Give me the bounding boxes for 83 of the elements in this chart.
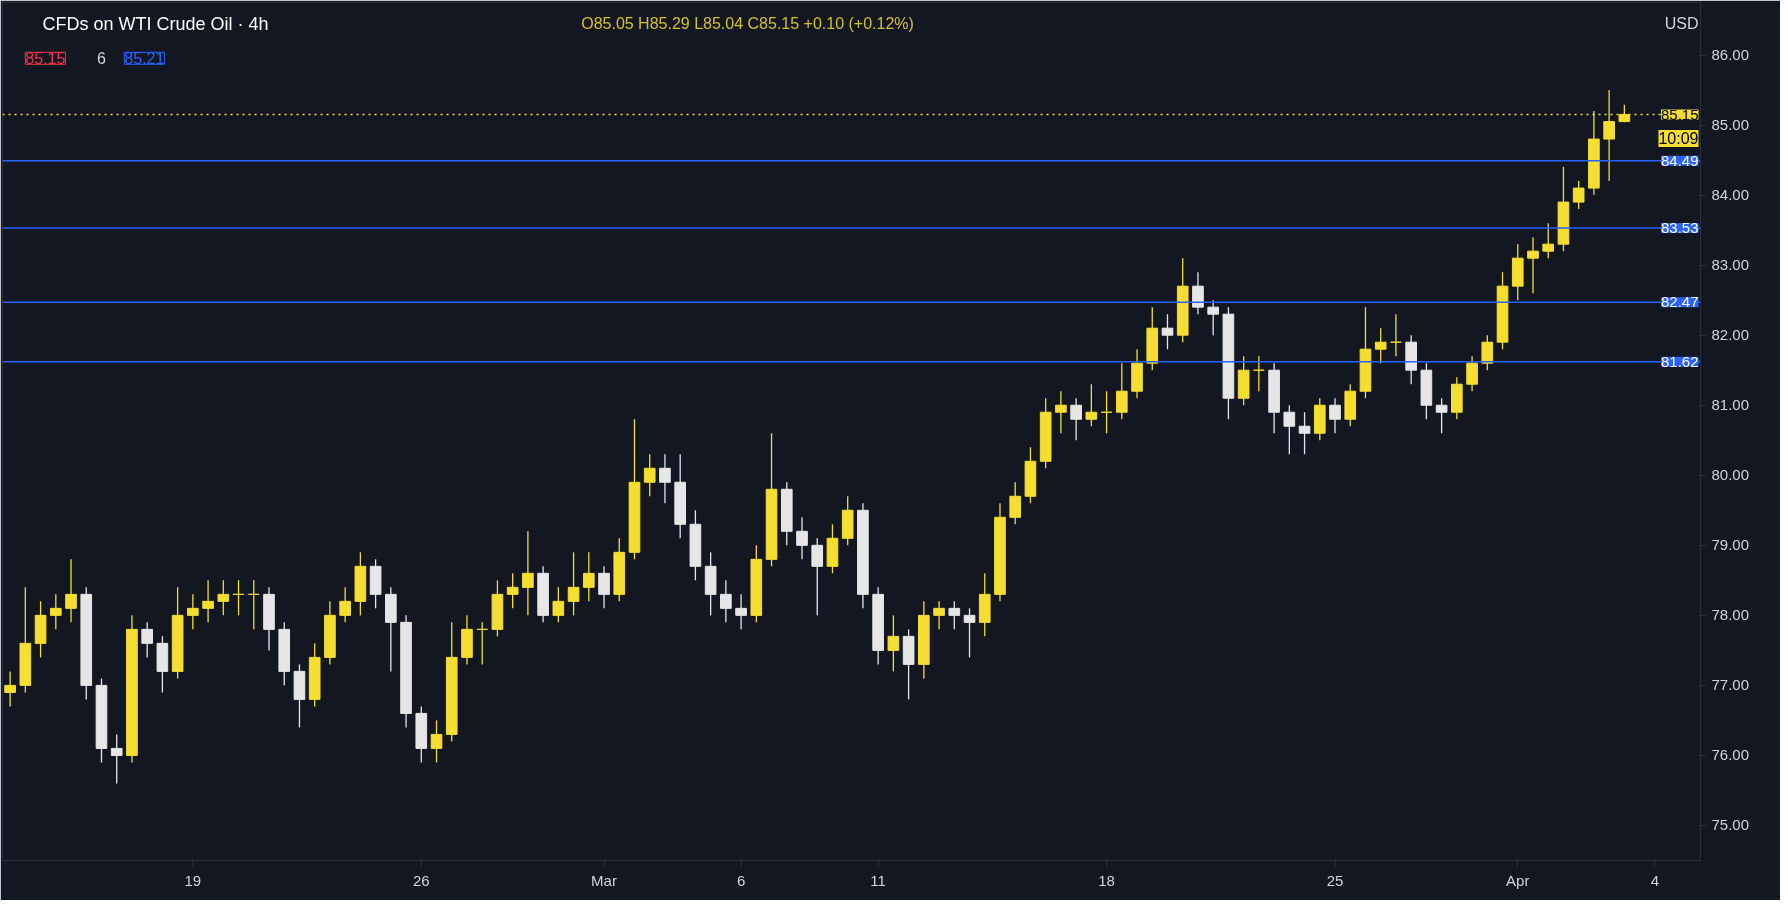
candlestick [1542,222,1555,259]
candlestick [522,530,534,617]
candlestick [963,607,976,659]
x-tick-label: 18 [1098,871,1115,889]
candlestick [1207,299,1220,336]
x-tick-label: Apr [1506,871,1530,889]
candlestick [217,579,230,617]
candlestick [49,593,62,631]
candlestick [339,586,351,624]
candlestick [720,579,732,624]
ref-line-label: 84.49 [1660,151,1699,169]
ref-line-label: 82.47 [1660,293,1699,311]
annotation: 10:09 [1658,130,1699,148]
x-tick-label: Mar [591,871,617,889]
candlestick [735,593,747,631]
candlestick [811,537,824,617]
candlestick [1298,411,1311,455]
candlestick [476,621,489,666]
y-tick-label: 84.00 [1711,186,1750,204]
y-tick-label: 81.00 [1711,396,1750,414]
candlestick [582,551,595,602]
x-tick-label: 25 [1326,871,1344,889]
ref-line-label: 85.15 [1660,105,1699,123]
y-tick-label: 76.00 [1711,746,1750,764]
x-tick-label: 11 [870,871,886,889]
candlestick [1390,313,1402,357]
annotation: 85.15 [25,50,66,68]
candlestick [1055,390,1067,434]
candlestick [187,593,199,631]
candlestick [1374,327,1387,364]
candlestick [1115,362,1128,420]
candlestick [887,614,900,673]
candlestick [598,565,610,609]
candlestick [1161,313,1174,350]
candlestick [430,719,443,764]
candlestick [141,621,153,659]
text: USD [1664,15,1699,33]
candlestick [1527,236,1539,294]
y-tick-label: 78.00 [1711,606,1750,624]
candlestick [4,670,16,708]
y-tick-label: 85.00 [1711,116,1750,134]
annotation: 85.21 [124,50,165,68]
candlestick [202,579,214,624]
y-tick-label: 83.00 [1711,256,1750,274]
candlestick [232,579,245,617]
candlestick [1435,397,1448,434]
candlestick [1466,355,1478,392]
y-tick-label: 77.00 [1711,676,1750,694]
annotation: O85.05 H85.29 L85.04 C85.15 +0.10 (+0.12%) [581,15,914,33]
candlestick [1329,397,1341,434]
candlestick [796,516,808,560]
x-tick-label: 6 [736,871,746,889]
candlestick [110,733,123,785]
annotation: 6 [96,50,106,68]
candlestick [948,600,961,631]
text: CFDs on WTI Crude Oil · 4h [42,13,269,34]
candlestick [1070,397,1082,441]
y-tick-label: 86.00 [1711,46,1750,64]
x-tick-label: 4 [1650,871,1659,889]
ref-line-label: 83.53 [1660,219,1699,237]
candlestick [506,572,519,609]
candlestick [933,600,945,631]
ref-line-label: 81.62 [1660,352,1699,370]
candlestick [643,453,656,497]
candlestick [1481,334,1494,371]
candlestick [1192,271,1204,315]
candlestick [552,586,565,624]
candlestick [65,558,77,624]
x-tick-label: 26 [412,871,430,889]
y-tick-label: 79.00 [1711,536,1750,554]
candlestick [247,579,260,631]
y-tick-label: 75.00 [1711,816,1750,834]
candlestick [1572,180,1585,210]
candlestick [1253,355,1265,392]
candlestick [1283,404,1296,455]
candlestick [1009,481,1022,525]
candlestick [1100,390,1113,434]
candlestick [659,453,671,504]
y-tick-label: 80.00 [1711,466,1750,484]
candlestick [567,551,580,617]
candlestick [1085,383,1098,427]
x-tick-label: 19 [184,871,202,889]
y-tick-label: 82.00 [1711,326,1750,344]
